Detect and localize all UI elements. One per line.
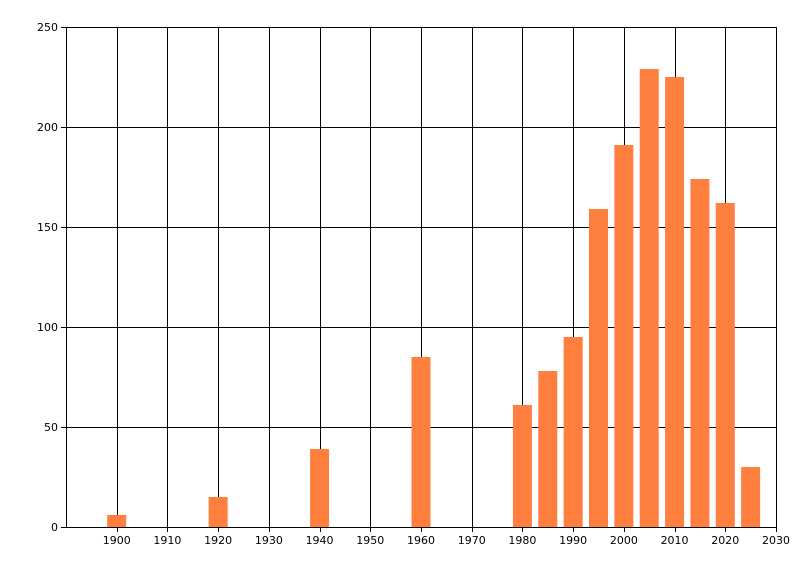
x-tick-label: 2000	[610, 534, 638, 547]
bar	[208, 497, 228, 527]
x-tick-label: 1970	[458, 534, 486, 547]
y-tick-label: 50	[44, 421, 58, 434]
x-tick-label: 1910	[153, 534, 181, 547]
x-tick-label: 2020	[711, 534, 739, 547]
x-tick-label: 2010	[661, 534, 689, 547]
bar	[538, 371, 558, 527]
bar	[741, 467, 761, 527]
x-axis-ticks: 1900 1910 1920 1930 1940 1950 1960 1970 1980 1990…	[103, 534, 790, 547]
x-tick-label: 1960	[407, 534, 435, 547]
x-tick-label: 1930	[255, 534, 283, 547]
y-tick-label: 150	[37, 221, 58, 234]
bar	[107, 515, 127, 527]
bar	[665, 77, 685, 527]
bar	[715, 203, 735, 527]
x-tick-label: 1920	[204, 534, 232, 547]
x-tick-label: 1940	[306, 534, 334, 547]
bar	[690, 179, 710, 527]
bar	[589, 209, 608, 527]
bar	[310, 449, 330, 527]
x-tick-label: 1980	[508, 534, 536, 547]
bar	[512, 405, 532, 527]
x-tick-label: 2030	[762, 534, 790, 547]
axes	[66, 27, 776, 528]
bar	[411, 357, 431, 527]
y-tick-label: 100	[37, 321, 58, 334]
bar	[639, 69, 659, 527]
bar	[563, 337, 583, 527]
x-tick-label: 1900	[103, 534, 131, 547]
bars	[107, 69, 761, 527]
y-tick-label: 200	[37, 121, 58, 134]
y-axis-ticks: 0 50 100 150 200 250	[37, 21, 58, 534]
x-tick-label: 1950	[356, 534, 384, 547]
y-tick-label: 250	[37, 21, 58, 34]
y-tick-label: 0	[51, 521, 58, 534]
bar	[614, 145, 634, 527]
x-tick-label: 1990	[559, 534, 587, 547]
